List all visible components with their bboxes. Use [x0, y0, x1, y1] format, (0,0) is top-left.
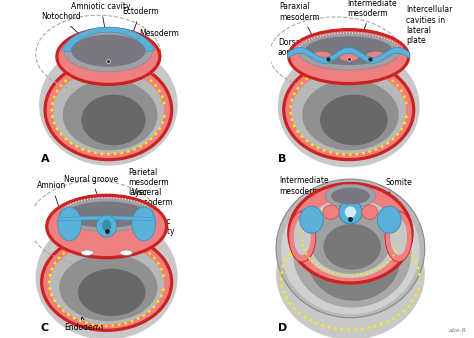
Polygon shape	[58, 216, 155, 221]
Ellipse shape	[66, 201, 147, 228]
Ellipse shape	[292, 69, 406, 154]
Polygon shape	[288, 47, 410, 63]
Ellipse shape	[345, 206, 356, 218]
Ellipse shape	[283, 59, 415, 161]
Ellipse shape	[44, 59, 173, 161]
Text: Ectoderm: Ectoderm	[122, 7, 158, 47]
Text: Intercellular
cavities in
lateral
plate: Intercellular cavities in lateral plate	[405, 5, 453, 54]
Ellipse shape	[39, 44, 178, 166]
Ellipse shape	[320, 95, 388, 145]
Ellipse shape	[338, 200, 362, 224]
Ellipse shape	[288, 29, 410, 84]
Ellipse shape	[294, 218, 311, 255]
Ellipse shape	[331, 188, 370, 204]
Ellipse shape	[58, 207, 82, 241]
Ellipse shape	[276, 208, 425, 338]
Polygon shape	[62, 27, 155, 52]
Ellipse shape	[285, 62, 412, 158]
Ellipse shape	[81, 250, 93, 256]
Ellipse shape	[278, 46, 419, 167]
Ellipse shape	[71, 34, 146, 67]
Ellipse shape	[291, 185, 410, 281]
Ellipse shape	[289, 211, 316, 262]
Ellipse shape	[43, 236, 170, 329]
Text: Paraxial
mesoderm: Paraxial mesoderm	[280, 2, 320, 50]
Ellipse shape	[102, 220, 111, 232]
Ellipse shape	[97, 215, 117, 237]
Ellipse shape	[305, 36, 392, 65]
Text: abe.R: abe.R	[449, 328, 467, 333]
Text: Somite: Somite	[373, 178, 413, 210]
Ellipse shape	[323, 205, 339, 219]
Ellipse shape	[46, 194, 167, 259]
Ellipse shape	[310, 210, 391, 274]
Ellipse shape	[301, 199, 400, 278]
Ellipse shape	[59, 198, 154, 232]
Ellipse shape	[362, 205, 378, 219]
Text: Visceral
mesoderm
layer: Visceral mesoderm layer	[132, 188, 173, 224]
Text: C: C	[41, 323, 49, 333]
Ellipse shape	[63, 79, 157, 150]
Text: Intermediate
mesoderm: Intermediate mesoderm	[280, 176, 329, 213]
Ellipse shape	[82, 95, 146, 145]
Ellipse shape	[377, 206, 401, 233]
Text: D: D	[278, 323, 287, 333]
Ellipse shape	[58, 30, 158, 83]
Text: Amnion: Amnion	[37, 182, 67, 210]
Ellipse shape	[36, 215, 178, 338]
Text: B: B	[278, 154, 286, 164]
Ellipse shape	[311, 52, 332, 61]
Ellipse shape	[365, 52, 386, 61]
Ellipse shape	[78, 269, 146, 316]
Text: Intermediate
mesoderm: Intermediate mesoderm	[347, 0, 397, 49]
Text: Intra-
embryonic
body cavity: Intra- embryonic body cavity	[130, 207, 175, 236]
Text: Notochord: Notochord	[41, 13, 106, 59]
Ellipse shape	[49, 243, 164, 324]
Ellipse shape	[276, 179, 425, 318]
Text: Mesoderm: Mesoderm	[133, 29, 179, 56]
Ellipse shape	[281, 186, 419, 314]
Ellipse shape	[41, 233, 173, 331]
Ellipse shape	[307, 216, 400, 301]
Ellipse shape	[291, 31, 407, 82]
Text: Neural groove: Neural groove	[64, 175, 118, 217]
Text: Amniotic cavity: Amniotic cavity	[71, 2, 131, 44]
Text: Parietal
mesoderm
layer: Parietal mesoderm layer	[128, 168, 169, 215]
Ellipse shape	[288, 183, 413, 284]
Ellipse shape	[59, 254, 157, 321]
Ellipse shape	[293, 199, 411, 308]
Ellipse shape	[385, 211, 412, 262]
Ellipse shape	[390, 218, 407, 255]
Ellipse shape	[300, 206, 323, 233]
Ellipse shape	[302, 79, 399, 150]
Ellipse shape	[338, 52, 359, 61]
Text: Dorsal
aorta: Dorsal aorta	[278, 38, 324, 59]
Text: A: A	[41, 154, 49, 164]
Ellipse shape	[120, 250, 132, 256]
Ellipse shape	[325, 184, 376, 208]
Ellipse shape	[53, 69, 164, 154]
Ellipse shape	[323, 224, 381, 270]
Ellipse shape	[132, 207, 155, 241]
Ellipse shape	[56, 28, 161, 86]
Ellipse shape	[298, 33, 400, 70]
Ellipse shape	[64, 31, 152, 72]
Ellipse shape	[46, 62, 170, 158]
Text: Endoderm: Endoderm	[64, 317, 103, 332]
Ellipse shape	[48, 197, 165, 256]
